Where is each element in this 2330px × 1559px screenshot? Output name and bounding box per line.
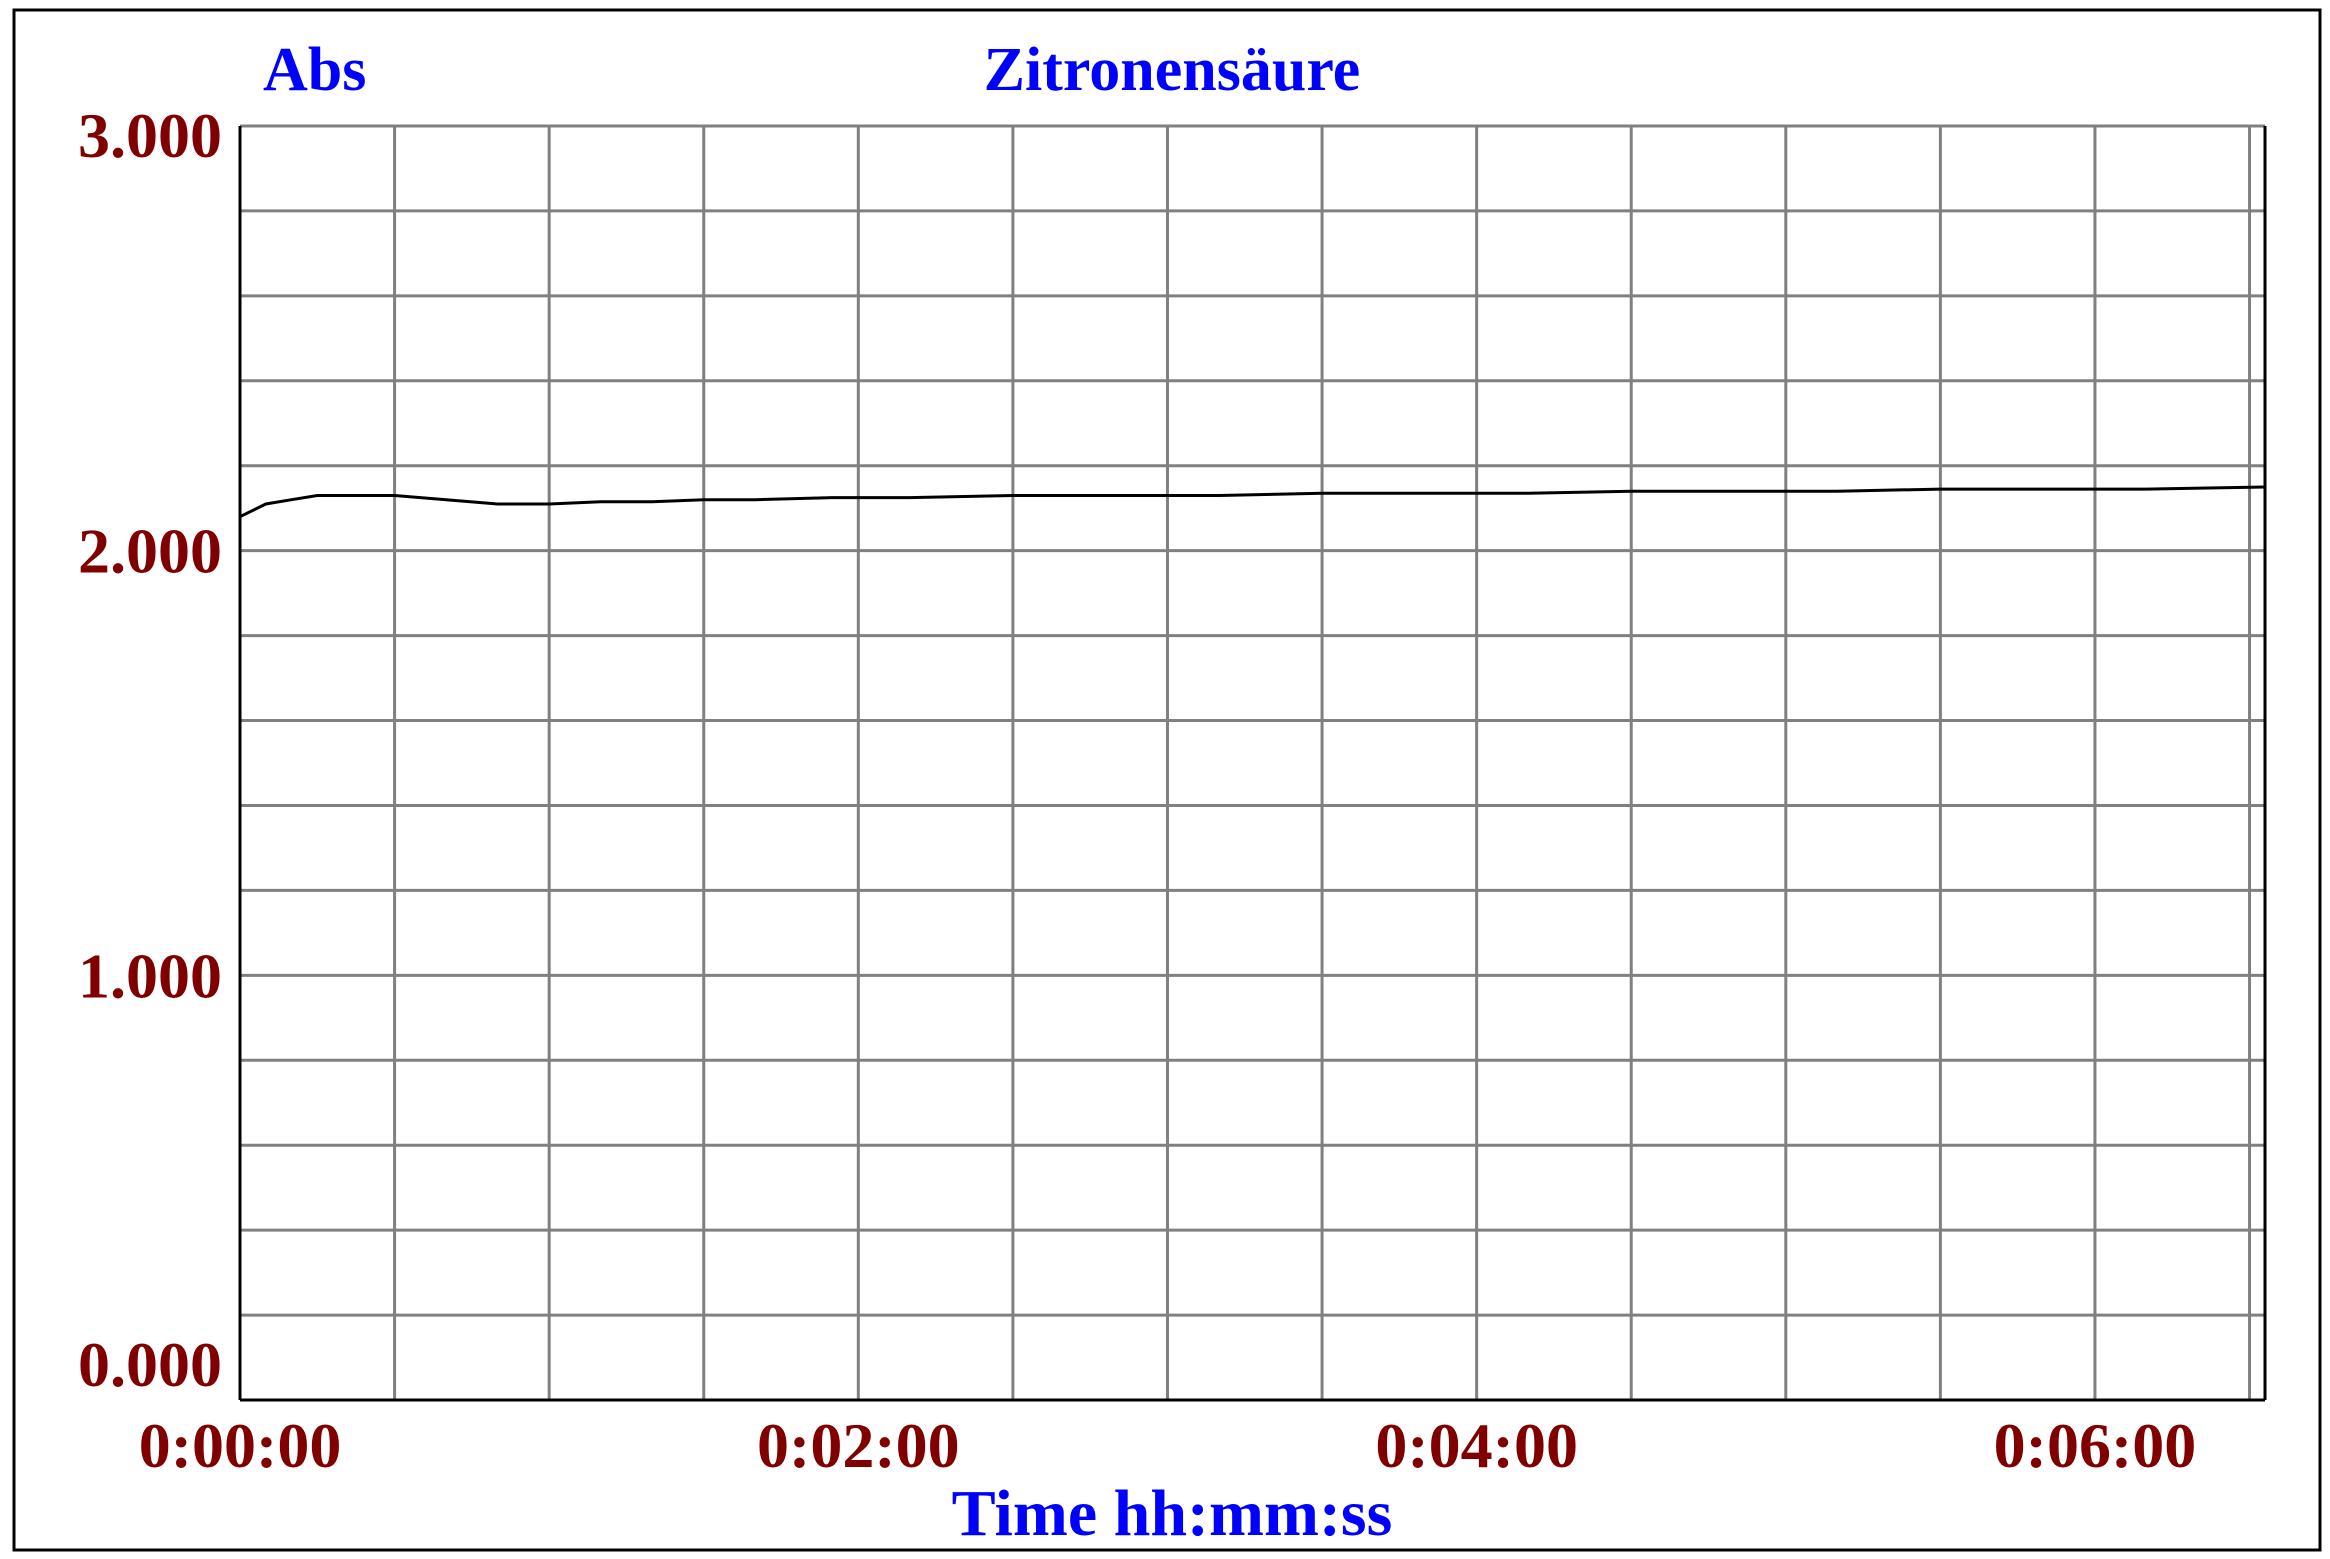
y-axis-label: Abs [263, 36, 366, 104]
data-point [1321, 492, 1323, 494]
x-tick-label: 0:06:00 [1994, 1410, 2197, 1481]
data-point [239, 516, 241, 518]
data-point [548, 503, 550, 505]
data-point [1424, 492, 1426, 494]
data-point [1733, 490, 1735, 492]
grid [240, 126, 2265, 1400]
x-axis-label: Time hh:mm:ss [952, 1477, 1393, 1550]
data-point [909, 496, 911, 499]
data-point [1939, 488, 1941, 490]
series-line-0 [239, 485, 2266, 519]
y-tick-label: 2.000 [78, 516, 222, 587]
data-point [497, 503, 499, 505]
y-tick-label: 1.000 [78, 940, 222, 1011]
axes [238, 124, 2267, 1402]
data-point [1630, 490, 1632, 492]
series-layer [239, 485, 2266, 519]
data-point [316, 494, 318, 497]
data-point [265, 503, 267, 505]
data-point [831, 496, 834, 499]
data-point [1218, 494, 1220, 497]
data-point [1115, 494, 1117, 497]
data-point [445, 499, 447, 501]
chart-title: Zitronensäure [984, 36, 1361, 104]
data-point [1836, 490, 1838, 492]
data-point [1527, 492, 1529, 494]
data-point [754, 499, 756, 501]
y-tick-label: 0.000 [78, 1329, 222, 1400]
x-tick-label: 0:02:00 [757, 1410, 960, 1481]
data-point [703, 499, 705, 501]
data-point [2264, 486, 2266, 488]
data-point [651, 501, 653, 503]
x-tick-label: 0:00:00 [139, 1410, 342, 1481]
data-point [342, 494, 344, 497]
data-point [2145, 488, 2148, 490]
tick-labels: 0.000 1.000 2.000 3.000 0:00:00 0:02:00 0:04:0… [78, 100, 2196, 1481]
y-tick-label: 3.000 [78, 100, 222, 171]
data-point [2042, 488, 2045, 490]
data-point [393, 494, 396, 497]
data-point [290, 499, 293, 501]
data-point [600, 501, 602, 503]
data-point [1012, 494, 1014, 497]
x-tick-label: 0:04:00 [1375, 1410, 1578, 1481]
